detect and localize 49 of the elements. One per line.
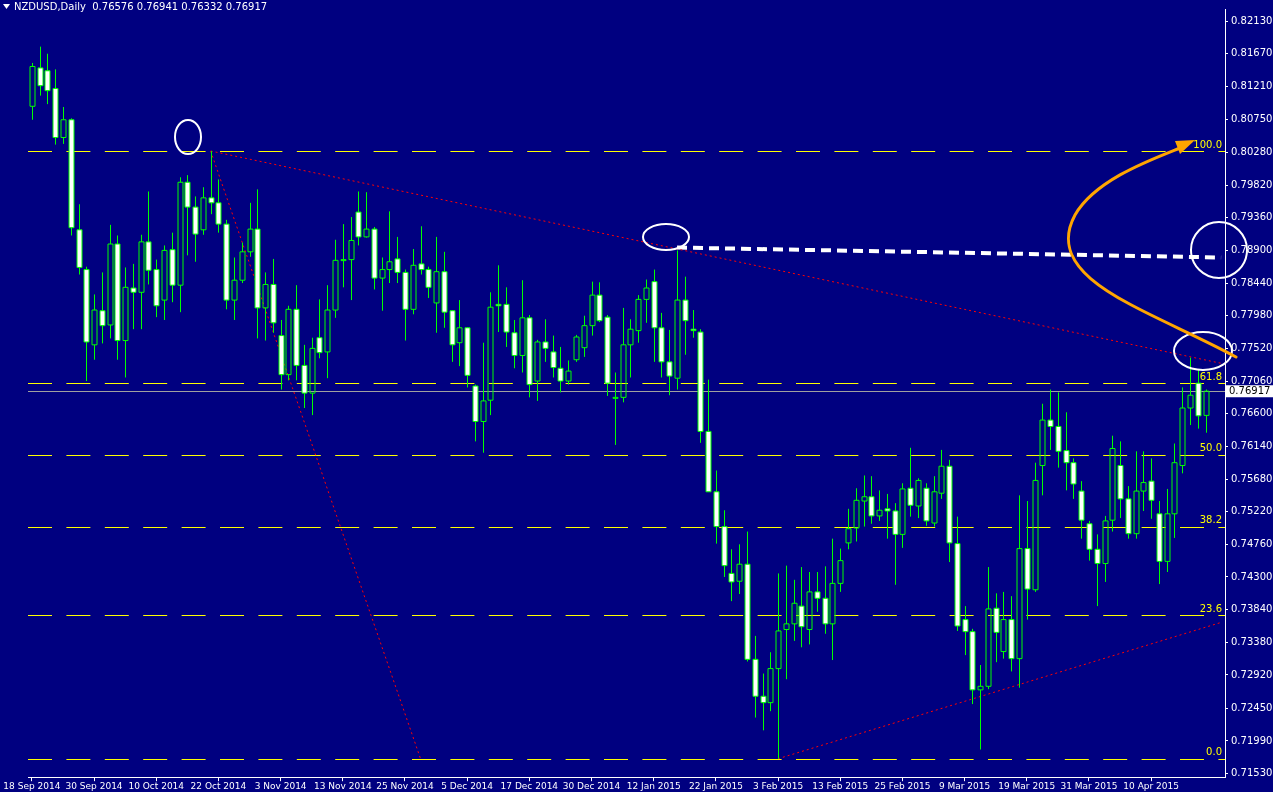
x-tick-label: 31 Mar 2015: [1060, 780, 1118, 791]
annotation: 50.0: [1199, 442, 1222, 454]
x-tick-label: 18 Sep 2014: [3, 780, 61, 791]
annotation: 0.0: [1206, 746, 1222, 758]
x-tick-label: 30 Dec 2014: [562, 780, 621, 791]
x-tick-label: 22 Jan 2015: [688, 780, 743, 791]
x-tick-label: 10 Apr 2015: [1123, 780, 1179, 791]
y-tick-label: 0.74760: [1231, 537, 1273, 549]
y-tick-label: 0.77980: [1231, 309, 1273, 321]
y-tick-label: 0.75680: [1231, 472, 1273, 484]
x-tick-label: 3 Feb 2015: [752, 780, 804, 791]
y-tick-label: 0.72920: [1231, 668, 1273, 680]
x-tick-label: 25 Feb 2015: [874, 780, 931, 791]
annotation: 61.8: [1199, 370, 1222, 382]
y-tick-label: 0.76600: [1231, 407, 1273, 419]
y-tick-label: 0.80280: [1231, 146, 1273, 158]
y-tick-label: 0.74300: [1231, 570, 1273, 582]
y-tick-label: 0.71530: [1231, 767, 1273, 779]
x-tick-label: 12 Jan 2015: [626, 780, 681, 791]
x-tick-label: 17 Dec 2014: [500, 780, 559, 791]
x-tick-label: 9 Mar 2015: [938, 780, 991, 791]
y-tick-label: 0.72450: [1231, 701, 1273, 713]
y-tick-label: 0.77060: [1231, 374, 1273, 386]
y-tick-label: 0.82130: [1231, 14, 1273, 26]
y-tick-label: 0.73840: [1231, 603, 1273, 615]
x-tick-label: 19 Mar 2015: [998, 780, 1056, 791]
y-tick-label: 0.79820: [1231, 178, 1273, 190]
y-tick-label: 0.73380: [1231, 635, 1273, 647]
x-tick-label: 22 Oct 2014: [190, 780, 247, 791]
x-tick-label: 13 Feb 2015: [812, 780, 869, 791]
x-tick-label: 13 Nov 2014: [313, 780, 372, 791]
ref-line-label: 0.76917: [1229, 384, 1271, 396]
y-tick-label: 0.80750: [1231, 112, 1273, 124]
y-tick-label: 0.76140: [1231, 439, 1273, 451]
y-tick-label: 0.81210: [1231, 79, 1273, 91]
chart-title: NZDUSD,Daily 0.76576 0.76941 0.76332 0.76917: [14, 1, 268, 12]
x-tick-label: 30 Sep 2014: [65, 780, 123, 791]
y-tick-label: 0.75220: [1231, 505, 1273, 517]
annotation: 23.6: [1199, 602, 1222, 614]
y-tick-label: 0.78440: [1231, 276, 1273, 288]
annotation: 100.0: [1193, 138, 1222, 150]
x-tick-label: 5 Dec 2014: [441, 780, 494, 791]
y-tick-label: 0.71990: [1231, 734, 1273, 746]
y-tick-label: 0.79360: [1231, 211, 1273, 223]
x-tick-label: 10 Oct 2014: [128, 780, 185, 791]
y-tick-label: 0.81670: [1231, 47, 1273, 59]
annotation: 38.2: [1199, 514, 1222, 526]
x-tick-label: 25 Nov 2014: [376, 780, 435, 791]
x-tick-label: 3 Nov 2014: [254, 780, 307, 791]
